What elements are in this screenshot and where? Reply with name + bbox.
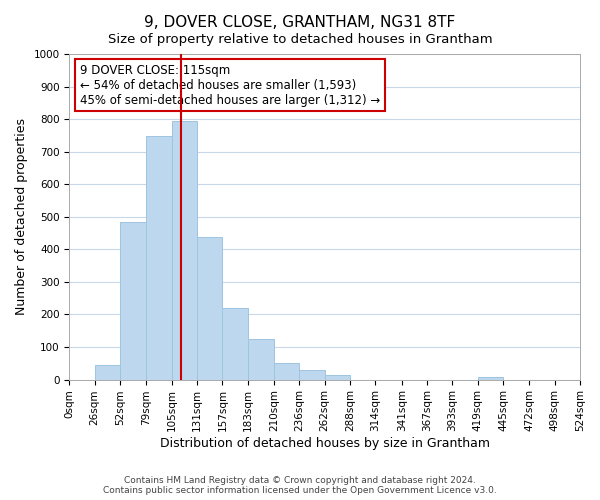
Text: Contains HM Land Registry data © Crown copyright and database right 2024.
Contai: Contains HM Land Registry data © Crown c… (103, 476, 497, 495)
Bar (274, 362, 299, 380)
Bar (95, 366, 120, 380)
Text: 9, DOVER CLOSE, GRANTHAM, NG31 8TF: 9, DOVER CLOSE, GRANTHAM, NG31 8TF (145, 15, 455, 30)
Bar (299, 370, 325, 380)
Bar (248, 338, 274, 380)
Text: 9 DOVER CLOSE: 115sqm
← 54% of detached houses are smaller (1,593)
45% of semi-d: 9 DOVER CLOSE: 115sqm ← 54% of detached … (80, 64, 380, 107)
Bar (325, 375, 350, 380)
Bar (478, 377, 503, 380)
Bar (146, 136, 172, 380)
Y-axis label: Number of detached properties: Number of detached properties (15, 118, 28, 316)
Bar (172, 122, 197, 380)
Text: Size of property relative to detached houses in Grantham: Size of property relative to detached ho… (107, 32, 493, 46)
Bar (120, 222, 146, 380)
Bar (223, 308, 248, 380)
Bar (197, 238, 223, 380)
X-axis label: Distribution of detached houses by size in Grantham: Distribution of detached houses by size … (160, 437, 490, 450)
